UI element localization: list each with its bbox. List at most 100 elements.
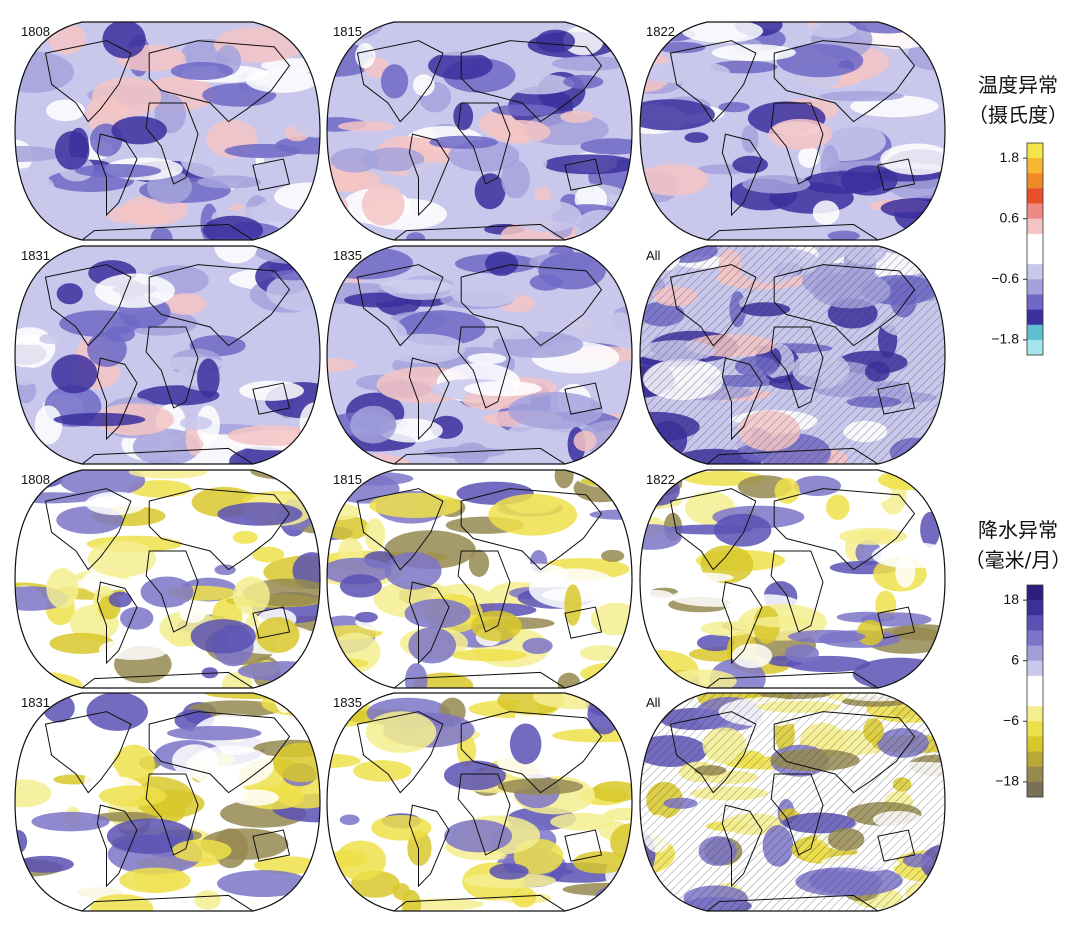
anomaly-region (361, 183, 405, 226)
anomaly-region (232, 789, 279, 806)
anomaly-region (140, 576, 194, 608)
panel-label: 1815 (333, 24, 362, 39)
anomaly-region (741, 125, 759, 153)
anomaly-region (550, 812, 616, 831)
continent (146, 551, 198, 632)
colorbar-segment (1027, 600, 1043, 616)
continent (722, 805, 762, 886)
anomaly-region (406, 232, 426, 241)
anomaly-region (793, 475, 842, 497)
anomaly-region (499, 451, 583, 465)
anomaly-region (282, 22, 310, 34)
anomaly-region (120, 606, 154, 630)
anomaly-region (384, 551, 442, 590)
map-panel: 1822 (614, 468, 962, 699)
continent (878, 607, 915, 638)
anomaly-region (48, 23, 86, 55)
continent (97, 805, 137, 886)
map-border (327, 22, 632, 240)
anomaly-region (217, 502, 303, 526)
anomaly-region (640, 99, 715, 131)
continent (461, 489, 601, 570)
anomaly-region (640, 524, 682, 550)
panel-label: 1808 (21, 472, 50, 487)
colorbar-segment (1027, 751, 1043, 768)
anomaly-region (404, 663, 428, 689)
anomaly-region (497, 778, 584, 795)
anomaly-region (838, 527, 908, 545)
anomaly-region (246, 69, 317, 93)
anomaly-region (404, 598, 471, 629)
anomaly-region (538, 252, 606, 290)
anomaly-region (15, 366, 42, 386)
anomaly-region (15, 214, 35, 232)
anomaly-region (39, 333, 62, 344)
anomaly-region (266, 271, 320, 312)
panel-label: 1831 (21, 248, 50, 263)
anomaly-region (812, 200, 840, 225)
anomaly-region (252, 546, 285, 563)
anomaly-region (600, 549, 625, 562)
anomaly-region (273, 742, 320, 783)
coastlines (46, 265, 290, 464)
anomaly-region (489, 863, 529, 880)
anomaly-region (15, 51, 74, 93)
anomaly-region (591, 781, 632, 803)
anomaly-region (299, 402, 320, 444)
anomaly-region (856, 619, 885, 646)
anomaly-region (563, 74, 604, 89)
anomaly-region (847, 482, 893, 504)
anomaly-region (46, 99, 85, 122)
continent (46, 712, 131, 793)
anomaly-region (501, 160, 531, 199)
anomaly-region (579, 645, 623, 661)
map-panel: 1831 (0, 229, 349, 476)
continent (149, 489, 289, 570)
anomaly-region (412, 672, 474, 689)
anomaly-region (464, 872, 556, 889)
anomaly-region (443, 760, 506, 791)
anomaly-region (102, 22, 146, 59)
map-panel: 1815 (294, 3, 661, 253)
anomaly-region (179, 600, 207, 624)
anomaly-region (732, 155, 768, 174)
anomaly-region (507, 563, 569, 583)
continent (409, 805, 449, 886)
map-border (327, 693, 632, 911)
continent (149, 265, 289, 346)
panel-label: 1822 (646, 472, 675, 487)
colorbar-segment (1027, 645, 1043, 662)
map-border (640, 470, 945, 688)
anomaly-region (250, 470, 320, 481)
anomaly-region (59, 470, 146, 497)
anomaly-region (412, 74, 435, 97)
anomaly-region (467, 353, 507, 365)
anomaly-region (91, 77, 162, 117)
continent (722, 134, 762, 215)
anomaly-region (74, 164, 162, 178)
anomaly-region (362, 147, 425, 172)
anomaly-region (98, 638, 170, 660)
continent (146, 327, 198, 408)
anomaly-region (56, 283, 83, 305)
anomaly-region (485, 329, 539, 340)
anomaly-region (352, 760, 412, 782)
colorbar-tick-label: −6 (1003, 712, 1019, 728)
anomaly-region (657, 41, 706, 54)
anomaly-region (180, 416, 213, 430)
continent (771, 327, 823, 408)
anomaly-region (474, 173, 506, 210)
anomaly-region (255, 616, 300, 653)
anomaly-region (464, 380, 542, 397)
anomaly-region (15, 279, 55, 314)
continent (253, 159, 290, 190)
continent (671, 265, 756, 346)
anomaly-region (371, 814, 432, 841)
continent (146, 774, 198, 855)
continent (358, 712, 443, 793)
continent (46, 265, 131, 346)
anomaly-region (164, 293, 206, 315)
anomaly-region (827, 230, 860, 241)
anomaly-region (407, 161, 457, 187)
anomaly-region (731, 643, 773, 669)
